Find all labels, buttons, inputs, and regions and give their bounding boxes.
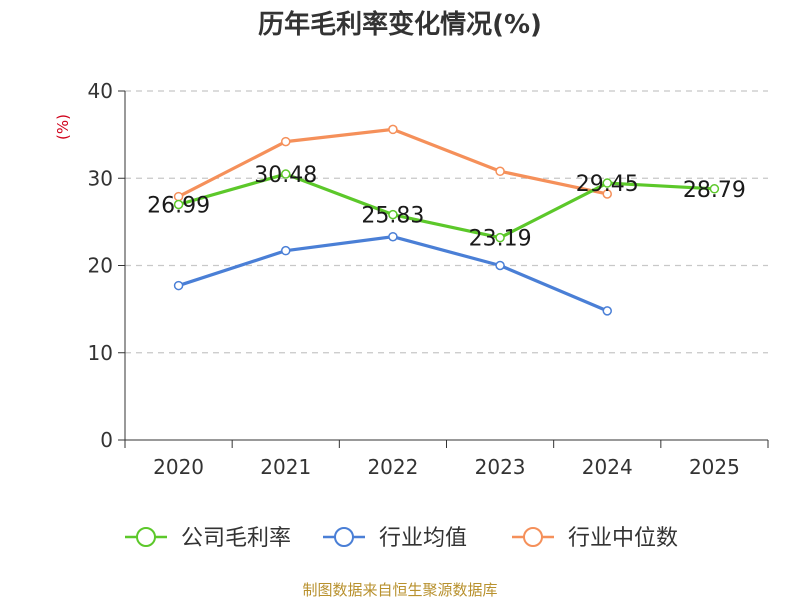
data-point [173, 280, 184, 291]
legend-marker [523, 527, 543, 547]
data-point [388, 124, 398, 135]
legend-label: 公司毛利率 [181, 526, 291, 551]
legend-marker [334, 527, 354, 547]
data-point [709, 184, 720, 194]
data-label: 25.83 [361, 204, 424, 229]
x-tick-label: 2025 [689, 455, 740, 479]
data-point [281, 245, 291, 256]
y-axis-label: (%) [54, 114, 72, 140]
y-tick-label: 40 [88, 79, 113, 103]
data-label: 26.99 [147, 194, 210, 219]
series-line [178, 235, 608, 313]
data-point [495, 166, 505, 177]
data-label: 29.45 [576, 172, 639, 197]
legend-label: 行业中位数 [568, 526, 678, 551]
data-point [388, 209, 398, 220]
legend-marker [136, 527, 156, 547]
y-tick-label: 20 [88, 254, 113, 278]
data-point [173, 199, 184, 210]
data-point [602, 178, 612, 188]
x-tick-label: 2020 [153, 455, 204, 479]
y-tick-label: 10 [88, 341, 113, 365]
data-point [495, 260, 505, 271]
data-point [495, 232, 505, 243]
legend-label: 行业均值 [379, 526, 467, 551]
data-label: 30.48 [254, 163, 317, 188]
data-point [602, 189, 612, 199]
data-label: 28.79 [683, 178, 746, 203]
x-tick-label: 2023 [475, 455, 526, 479]
data-point [388, 231, 398, 242]
y-tick-label: 30 [88, 166, 113, 190]
x-tick-label: 2024 [582, 455, 633, 479]
y-tick-label: 0 [100, 428, 113, 452]
x-tick-label: 2021 [260, 455, 311, 479]
source-note: 制图数据来自恒生聚源数据库 [302, 581, 498, 599]
series-line [178, 172, 715, 240]
data-point [281, 136, 291, 147]
data-point [281, 169, 291, 179]
chart-title: 历年毛利率变化情况(%) [258, 10, 542, 40]
data-label: 23.19 [469, 227, 532, 252]
data-point [602, 306, 612, 316]
x-tick-label: 2022 [367, 455, 418, 479]
